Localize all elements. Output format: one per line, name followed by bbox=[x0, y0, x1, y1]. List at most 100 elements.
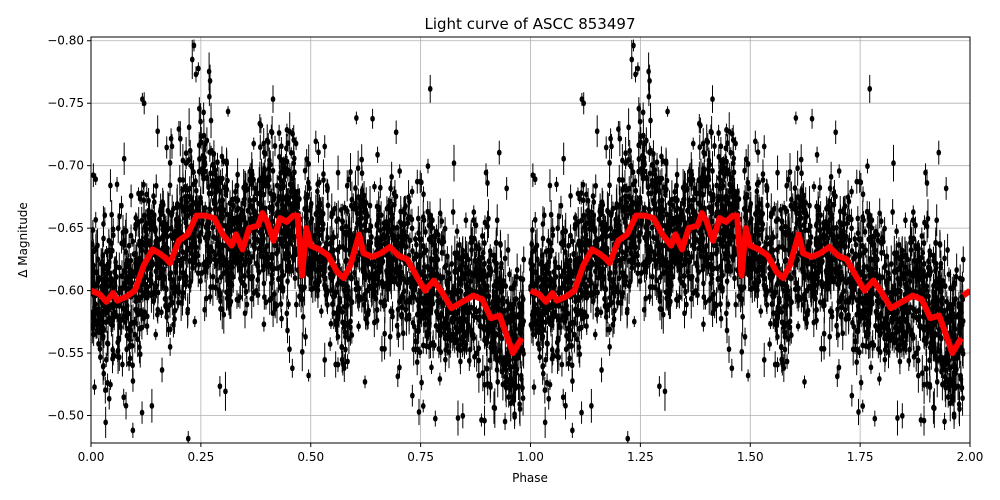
data-point bbox=[207, 93, 212, 100]
data-point bbox=[208, 117, 214, 124]
data-point bbox=[927, 357, 932, 364]
data-point bbox=[833, 129, 838, 136]
data-point bbox=[839, 311, 844, 318]
data-point bbox=[293, 301, 299, 308]
data-point bbox=[710, 167, 715, 174]
data-point bbox=[960, 395, 965, 402]
data-point bbox=[276, 129, 282, 136]
data-point bbox=[278, 300, 284, 307]
data-point bbox=[399, 311, 405, 318]
data-point bbox=[299, 348, 305, 355]
data-point bbox=[640, 109, 646, 116]
data-point bbox=[579, 409, 584, 416]
data-point bbox=[335, 169, 341, 176]
data-point bbox=[123, 402, 129, 409]
data-point bbox=[405, 220, 410, 227]
data-point bbox=[607, 159, 612, 166]
data-point bbox=[359, 156, 364, 163]
data-point bbox=[844, 220, 850, 227]
data-point bbox=[354, 114, 359, 121]
data-point bbox=[520, 395, 526, 402]
data-point bbox=[793, 114, 799, 121]
data-point bbox=[313, 138, 319, 145]
data-point bbox=[207, 77, 213, 84]
data-point bbox=[306, 372, 311, 379]
data-point bbox=[340, 319, 345, 326]
data-point bbox=[858, 379, 864, 386]
data-point bbox=[821, 330, 827, 337]
data-point bbox=[130, 427, 136, 434]
data-point bbox=[382, 330, 387, 337]
data-point bbox=[542, 419, 548, 426]
data-point bbox=[903, 217, 908, 224]
data-point bbox=[455, 415, 461, 422]
data-point bbox=[316, 149, 321, 156]
data-point bbox=[676, 266, 682, 273]
data-point bbox=[395, 306, 401, 313]
data-point bbox=[487, 357, 493, 364]
data-point bbox=[251, 140, 257, 147]
data-point bbox=[633, 187, 639, 194]
data-point bbox=[745, 372, 751, 379]
data-point bbox=[842, 203, 848, 210]
data-point bbox=[403, 203, 408, 210]
data-point bbox=[142, 241, 148, 248]
data-point bbox=[775, 169, 780, 176]
data-point bbox=[272, 142, 278, 149]
data-point bbox=[208, 170, 213, 177]
data-point bbox=[187, 147, 193, 154]
chart-title: Light curve of ASCC 853497 bbox=[425, 15, 636, 33]
data-point bbox=[196, 261, 202, 268]
data-point bbox=[609, 143, 614, 150]
data-point bbox=[103, 387, 108, 394]
data-point bbox=[599, 366, 604, 373]
data-point bbox=[423, 228, 428, 235]
data-point bbox=[960, 256, 966, 263]
data-point bbox=[292, 155, 297, 162]
data-point bbox=[514, 266, 520, 273]
data-point bbox=[647, 77, 652, 84]
data-point bbox=[387, 333, 393, 340]
data-point bbox=[577, 351, 583, 358]
data-point bbox=[458, 358, 463, 365]
data-point bbox=[894, 228, 899, 235]
data-point bbox=[378, 299, 384, 306]
data-point bbox=[563, 402, 568, 409]
data-point bbox=[648, 117, 653, 124]
data-point bbox=[570, 427, 575, 434]
data-point bbox=[718, 315, 724, 322]
data-point bbox=[768, 320, 773, 327]
data-point bbox=[691, 196, 696, 203]
data-point bbox=[733, 301, 739, 308]
data-point bbox=[356, 323, 361, 330]
data-point bbox=[186, 124, 192, 131]
data-point bbox=[856, 409, 861, 416]
data-point bbox=[817, 299, 823, 306]
data-point bbox=[755, 149, 761, 156]
data-point bbox=[530, 227, 535, 234]
data-point bbox=[862, 228, 868, 235]
data-point bbox=[121, 394, 127, 401]
data-point bbox=[560, 394, 566, 401]
data-point bbox=[654, 159, 660, 166]
data-point bbox=[642, 205, 648, 212]
data-point bbox=[718, 300, 723, 307]
data-point bbox=[425, 163, 431, 170]
data-point bbox=[854, 359, 859, 366]
data-point bbox=[137, 351, 143, 358]
data-point bbox=[639, 217, 645, 224]
data-point bbox=[529, 241, 535, 248]
data-point bbox=[101, 370, 107, 377]
data-point bbox=[353, 185, 358, 192]
data-point bbox=[945, 246, 950, 253]
data-point bbox=[290, 365, 295, 372]
y-axis-label: Δ Magnitude bbox=[16, 202, 30, 278]
data-point bbox=[91, 227, 96, 234]
data-point bbox=[463, 217, 469, 224]
data-point bbox=[124, 346, 129, 353]
data-point bbox=[484, 365, 490, 372]
data-point bbox=[758, 308, 764, 315]
data-point bbox=[482, 219, 488, 226]
data-point bbox=[547, 182, 553, 189]
data-point bbox=[139, 409, 145, 416]
